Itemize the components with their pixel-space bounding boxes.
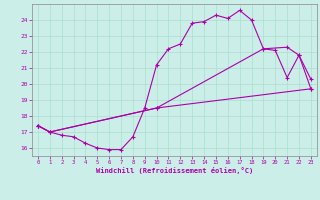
X-axis label: Windchill (Refroidissement éolien,°C): Windchill (Refroidissement éolien,°C) <box>96 167 253 174</box>
